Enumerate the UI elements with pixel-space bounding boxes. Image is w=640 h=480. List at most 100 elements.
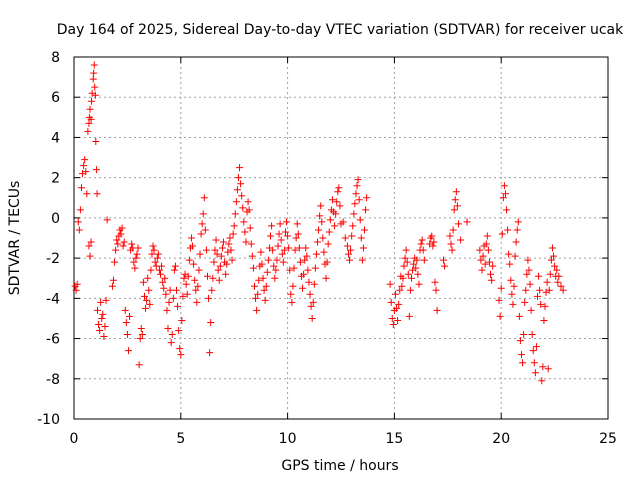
data-point (89, 75, 97, 83)
data-point (185, 256, 193, 264)
data-point (273, 256, 281, 264)
data-point (207, 318, 215, 326)
data-point (133, 250, 141, 258)
data-point (554, 278, 562, 286)
y-tick-label: 6 (51, 90, 60, 106)
data-point (559, 286, 567, 294)
data-point (244, 198, 252, 206)
data-point (511, 252, 519, 260)
data-point (309, 298, 317, 306)
data-point (241, 228, 249, 236)
data-point (299, 284, 307, 292)
data-point (350, 210, 358, 218)
data-point (90, 61, 98, 69)
data-point (357, 234, 365, 242)
data-point (96, 327, 104, 335)
y-axis-label: SDTVAR / TECUs (7, 181, 23, 296)
data-point (484, 246, 492, 254)
y-tick-label: -6 (46, 332, 60, 348)
data-point (541, 302, 549, 310)
data-point (525, 266, 533, 274)
data-point (307, 302, 315, 310)
data-point (139, 278, 147, 286)
data-point (402, 246, 410, 254)
data-point (217, 252, 225, 260)
data-point (268, 222, 276, 230)
data-point (163, 306, 171, 314)
data-point (121, 306, 129, 314)
data-point (112, 246, 120, 254)
data-point (119, 242, 127, 250)
data-point (355, 196, 363, 204)
data-point (91, 91, 99, 99)
data-point (257, 248, 265, 256)
data-point (237, 180, 245, 188)
data-point (284, 232, 292, 240)
data-point (174, 302, 182, 310)
data-point (543, 278, 551, 286)
data-point (495, 296, 503, 304)
data-point (325, 228, 333, 236)
data-point (199, 210, 207, 218)
data-point (280, 246, 288, 254)
points-layer (71, 61, 567, 385)
data-point (314, 238, 322, 246)
data-point (202, 246, 210, 254)
data-point (507, 276, 515, 284)
data-point (551, 262, 559, 270)
data-point (75, 226, 83, 234)
data-point (87, 115, 95, 123)
data-point (110, 276, 118, 284)
data-point (478, 266, 486, 274)
data-point (488, 276, 496, 284)
data-point (72, 286, 80, 294)
data-point (166, 286, 174, 294)
data-point (292, 234, 300, 242)
data-point (245, 206, 253, 214)
data-point (281, 228, 289, 236)
data-point (95, 320, 103, 328)
data-point (358, 256, 366, 264)
data-point (499, 194, 507, 202)
data-point (183, 290, 191, 298)
data-point (102, 296, 110, 304)
data-point (410, 260, 418, 268)
data-point (171, 262, 179, 270)
data-point (528, 331, 536, 339)
data-point (83, 190, 91, 198)
data-point (283, 218, 291, 226)
data-point (263, 268, 271, 276)
data-point (546, 270, 554, 278)
data-point (428, 232, 436, 240)
data-point (316, 212, 324, 220)
data-point (210, 258, 218, 266)
data-point (137, 325, 145, 332)
data-point (225, 240, 233, 248)
data-point (301, 256, 309, 264)
data-point (214, 266, 222, 274)
data-point (403, 258, 411, 266)
data-point (128, 240, 136, 248)
data-point (303, 252, 311, 260)
data-point (154, 250, 162, 258)
data-point (269, 246, 277, 254)
data-point (450, 206, 458, 214)
data-point (353, 182, 361, 190)
data-point (304, 266, 312, 274)
data-point (419, 246, 427, 254)
data-point (277, 236, 285, 244)
data-point (227, 246, 235, 254)
data-point (452, 188, 460, 196)
data-point (545, 286, 553, 294)
data-point (489, 262, 497, 270)
data-point (114, 240, 122, 248)
data-point (275, 230, 283, 238)
data-point (216, 262, 224, 270)
data-point (161, 274, 169, 282)
data-point (463, 218, 471, 226)
data-point (212, 236, 220, 244)
data-point (521, 298, 529, 306)
data-point (534, 292, 542, 300)
data-point (252, 294, 260, 302)
